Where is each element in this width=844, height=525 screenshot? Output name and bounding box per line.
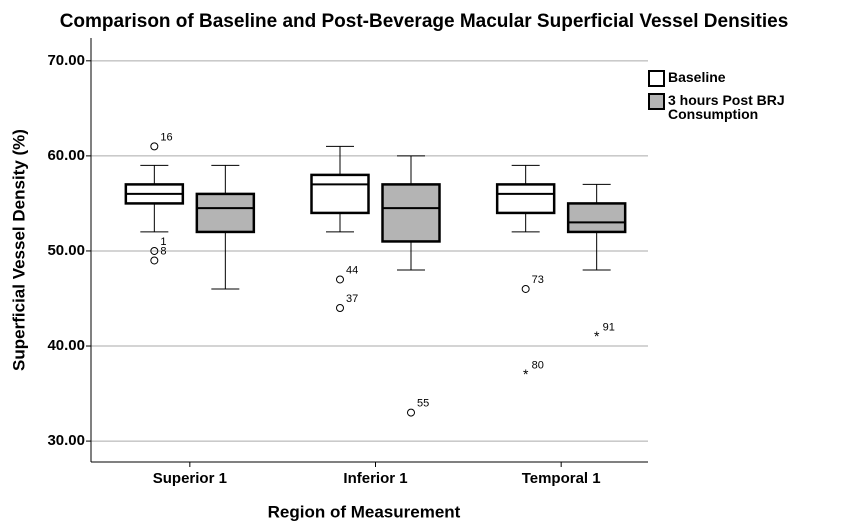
outlier-label: 1	[160, 236, 166, 248]
y-tick-label: 50.00	[47, 242, 85, 259]
outlier: *	[523, 366, 529, 382]
legend-label: Baseline	[668, 69, 726, 85]
outlier	[521, 284, 530, 293]
legend-item: 3 hours Post BRJ Consumption	[648, 93, 828, 121]
legend-item: Baseline	[648, 70, 828, 87]
box	[195, 192, 256, 234]
box	[495, 183, 556, 215]
box	[310, 173, 370, 215]
outlier-label: 37	[346, 293, 358, 305]
box	[381, 183, 441, 243]
outlier	[150, 256, 159, 265]
x-tick-label: Temporal 1	[522, 470, 601, 487]
legend: Baseline 3 hours Post BRJ Consumption	[648, 70, 828, 127]
outlier-label: 80	[532, 359, 544, 371]
outlier-label: 91	[603, 321, 615, 333]
x-tick-label: Inferior 1	[343, 470, 407, 487]
y-tick-label: 40.00	[47, 337, 85, 354]
x-axis-label: Region of Measurement	[268, 502, 461, 521]
y-tick-label: 70.00	[47, 52, 85, 69]
legend-label: 3 hours Post BRJ Consumption	[668, 92, 785, 122]
outlier-label: 8	[160, 245, 166, 257]
outlier	[150, 246, 159, 255]
outlier	[336, 303, 344, 312]
chart-title: Comparison of Baseline and Post-Beverage…	[60, 11, 789, 32]
x-tick-label: Superior 1	[153, 470, 227, 487]
outlier	[336, 275, 344, 284]
y-axis-label: Superficial Vessel Density (%)	[9, 129, 28, 371]
y-tick-label: 60.00	[47, 147, 85, 164]
outlier-label: 16	[160, 131, 172, 143]
legend-swatch	[648, 93, 665, 110]
outlier: *	[594, 328, 600, 344]
outlier-label: 44	[346, 264, 358, 276]
outlier-label: 73	[532, 274, 544, 286]
y-tick-label: 30.00	[47, 432, 85, 449]
outlier-label: 55	[417, 397, 429, 409]
outlier	[407, 408, 415, 417]
outlier	[150, 142, 159, 151]
legend-swatch	[648, 70, 665, 87]
box	[566, 202, 627, 234]
